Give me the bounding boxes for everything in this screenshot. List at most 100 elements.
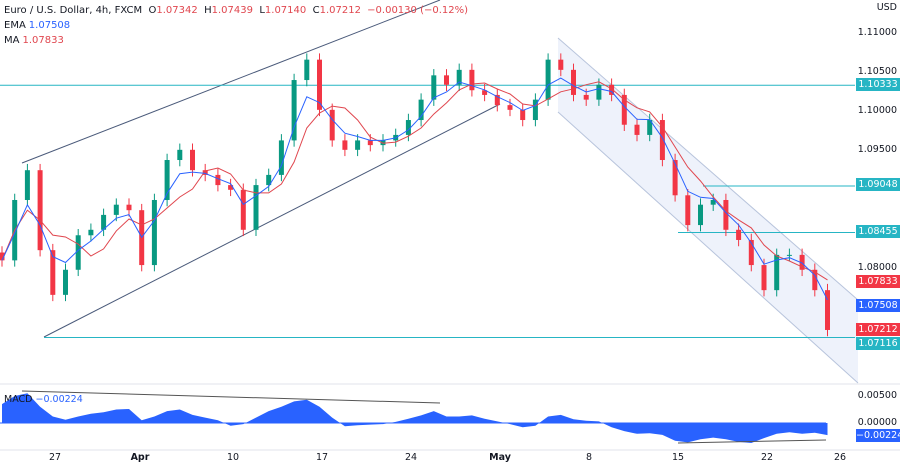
candle[interactable] [50, 250, 56, 295]
open-value: 1.07342 [156, 5, 198, 16]
macd-legend[interactable]: MACD −0.00224 [4, 394, 83, 405]
date-label: 26 [833, 452, 847, 463]
candle[interactable] [456, 69, 462, 85]
candle[interactable] [520, 109, 526, 121]
candle[interactable] [291, 80, 297, 141]
candle[interactable] [659, 120, 665, 161]
candle[interactable] [164, 160, 170, 200]
low-value: 1.07140 [264, 5, 307, 16]
candle[interactable] [304, 59, 310, 81]
candle[interactable] [266, 174, 272, 186]
candle[interactable] [494, 94, 500, 106]
candle[interactable] [507, 105, 513, 110]
close-value: 1.07212 [319, 5, 361, 16]
candle[interactable] [177, 149, 183, 161]
candle[interactable] [151, 199, 157, 266]
candle[interactable] [685, 195, 691, 226]
candle[interactable] [799, 254, 805, 270]
macd-current-label: −0.00224 [856, 429, 900, 442]
candle[interactable] [88, 229, 94, 236]
candle[interactable] [774, 254, 780, 291]
ema-price-label: 1.07508 [856, 299, 900, 312]
candle[interactable] [647, 120, 653, 135]
price-tick: 1.08000 [857, 262, 897, 273]
candle[interactable] [278, 140, 284, 175]
candle[interactable] [736, 229, 742, 240]
candle[interactable] [126, 204, 132, 211]
macd-trendline-bottom[interactable] [677, 439, 827, 444]
level-label[interactable]: 1.09048 [856, 178, 900, 191]
symbol-title[interactable]: Euro / U.S. Dollar, 4h, FXCM [4, 5, 143, 16]
candle[interactable] [469, 69, 475, 91]
candle[interactable] [75, 235, 81, 270]
candle[interactable] [215, 174, 221, 186]
ohlc-row: Euro / U.S. Dollar, 4h, FXCM O1.07342 H1… [4, 3, 468, 18]
open-label: O [148, 5, 157, 16]
macd-trendline-top[interactable] [21, 390, 441, 404]
candle[interactable] [583, 94, 589, 100]
date-label: 22 [760, 452, 774, 463]
candle[interactable] [825, 290, 830, 330]
candle[interactable] [609, 84, 615, 95]
candle[interactable] [342, 140, 348, 150]
level-label[interactable]: 1.10333 [856, 78, 900, 91]
candle[interactable] [355, 140, 361, 150]
candle[interactable] [113, 204, 119, 215]
low-label: L [259, 5, 265, 16]
ema-legend[interactable]: EMA 1.07508 [4, 18, 468, 33]
candle[interactable] [101, 214, 107, 230]
candle[interactable] [190, 149, 195, 171]
date-label: 10 [226, 452, 240, 463]
ma-price-label: 1.07833 [856, 275, 900, 288]
candle[interactable] [317, 59, 322, 110]
candle[interactable] [240, 189, 246, 230]
candle[interactable] [418, 99, 424, 121]
down-channel-lower[interactable] [557, 111, 859, 384]
high-label: H [204, 5, 212, 16]
candle[interactable] [812, 269, 818, 291]
candle[interactable] [0, 252, 5, 261]
candle[interactable] [761, 265, 767, 291]
candle[interactable] [621, 94, 627, 125]
candle[interactable] [748, 239, 754, 266]
candle[interactable] [367, 140, 373, 146]
up-channel-upper[interactable] [21, 0, 441, 164]
candle[interactable] [63, 269, 68, 295]
high-value: 1.07439 [211, 5, 253, 16]
up-channel-lower[interactable] [43, 103, 501, 338]
ema-value: 1.07508 [28, 20, 71, 31]
candle[interactable] [253, 185, 259, 230]
ma-legend[interactable]: MA 1.07833 [4, 33, 468, 48]
candle[interactable] [698, 204, 703, 226]
ma-value: 1.07833 [22, 35, 64, 46]
candle[interactable] [545, 59, 551, 100]
candle[interactable] [786, 254, 792, 256]
candle[interactable] [405, 120, 411, 135]
down-channel-upper[interactable] [557, 37, 859, 301]
candle[interactable] [202, 170, 208, 175]
candle[interactable] [482, 90, 488, 95]
candle[interactable] [596, 84, 602, 100]
candle[interactable] [672, 160, 678, 196]
candle[interactable] [444, 75, 449, 85]
candle[interactable] [329, 109, 335, 141]
candle[interactable] [431, 75, 437, 100]
candle[interactable] [558, 59, 564, 70]
ema-label: EMA [4, 20, 26, 31]
price-tick: 1.10500 [857, 66, 897, 77]
level-label[interactable]: 1.07116 [856, 337, 900, 350]
candle[interactable] [571, 69, 576, 95]
level-label[interactable]: 1.08455 [856, 225, 900, 238]
macd-value: −0.00224 [35, 394, 83, 405]
candle[interactable] [710, 199, 716, 205]
date-label: 17 [315, 452, 329, 463]
candle[interactable] [24, 170, 30, 200]
candle[interactable] [228, 185, 234, 190]
candle[interactable] [37, 170, 43, 251]
candle[interactable] [634, 124, 640, 135]
candle[interactable] [532, 99, 538, 121]
candle[interactable] [723, 199, 729, 230]
date-label: 8 [585, 452, 593, 463]
